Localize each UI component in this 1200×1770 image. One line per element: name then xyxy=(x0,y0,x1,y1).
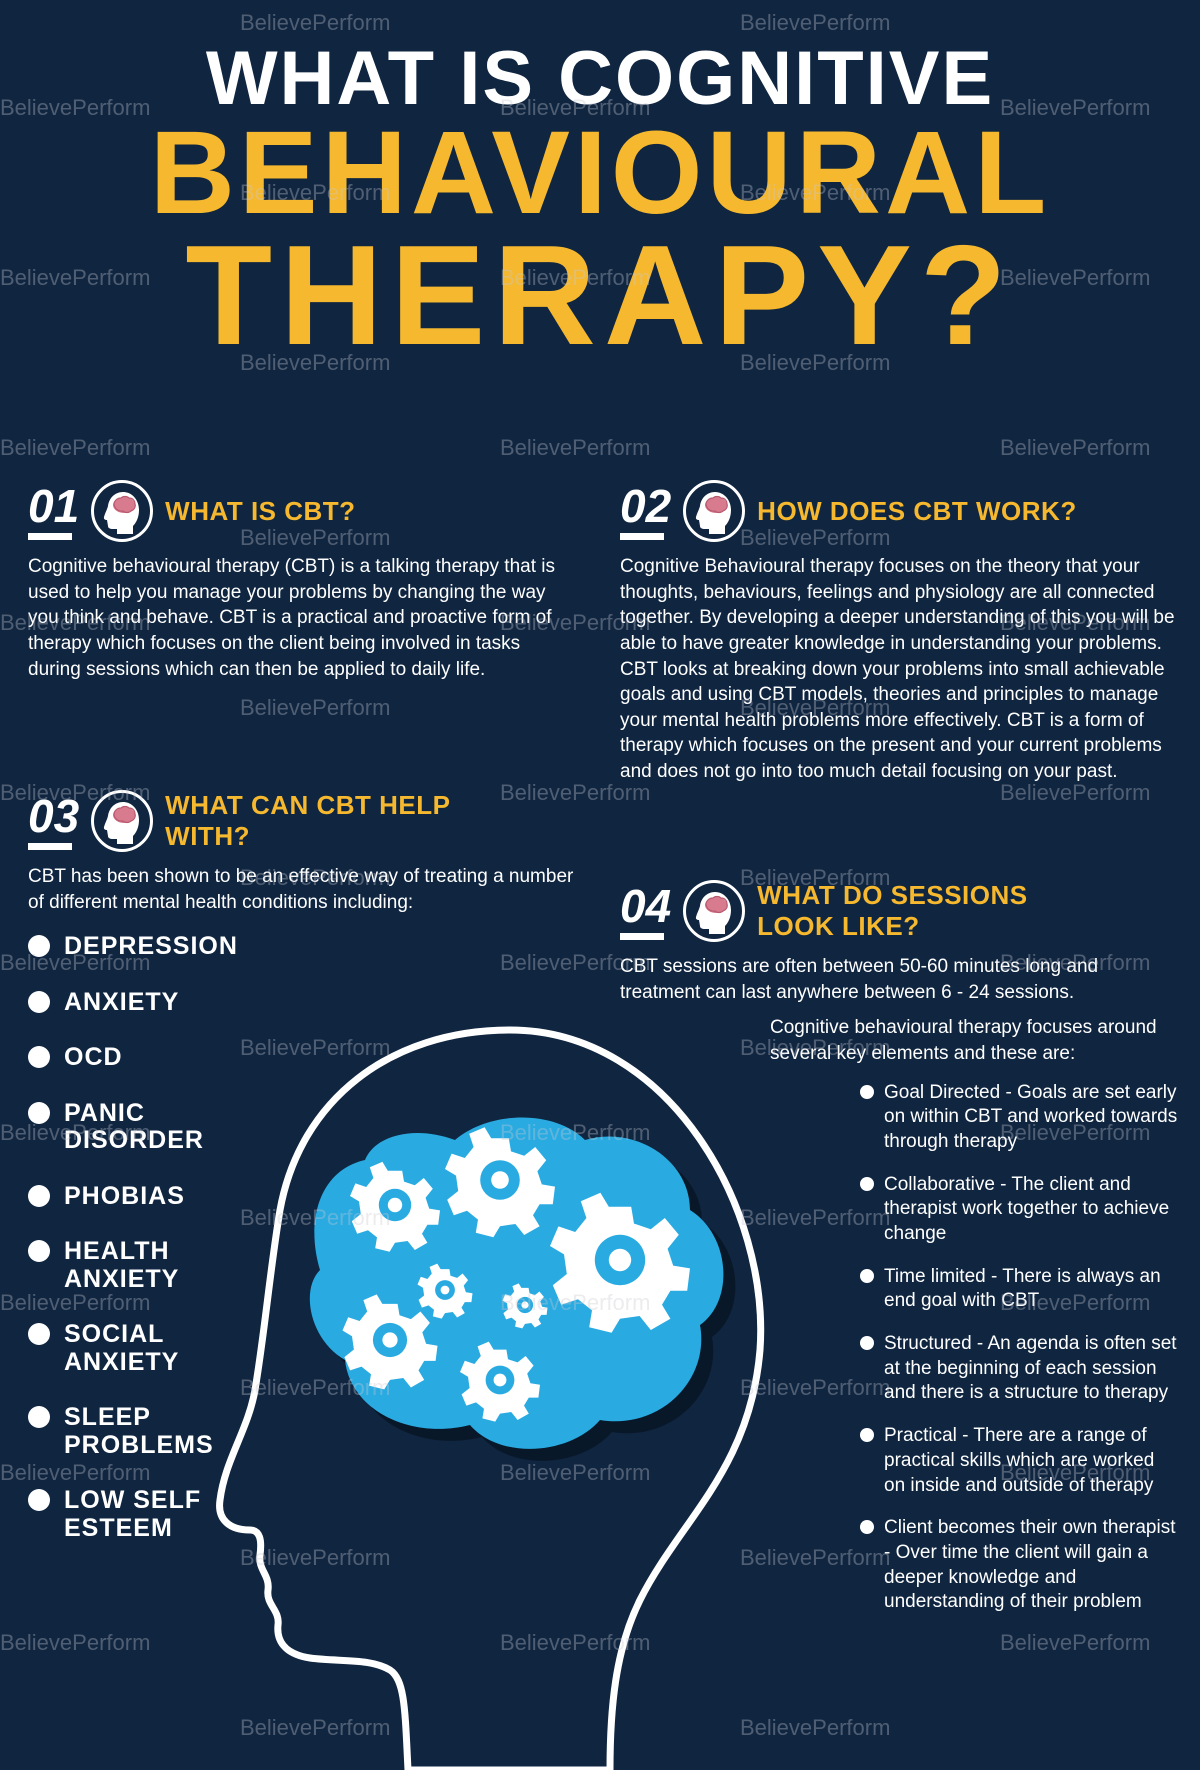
section-title: WHAT DO SESSIONS LOOK LIKE? xyxy=(757,880,1057,942)
bullet-icon xyxy=(28,1489,50,1511)
section-intro-1: CBT sessions are often between 50-60 min… xyxy=(620,954,1180,1005)
head-brain-icon xyxy=(683,880,745,942)
list-item: Collaborative - The client and therapist… xyxy=(860,1173,1180,1247)
section-02: 02 HOW DOES CBT WORK? Cognitive Behaviou… xyxy=(620,480,1180,785)
head-brain-icon xyxy=(91,480,153,542)
section-title: WHAT IS CBT? xyxy=(165,496,355,527)
head-brain-graphic xyxy=(190,1010,830,1770)
section-number: 02 xyxy=(620,483,671,540)
condition-label: PHOBIAS xyxy=(64,1183,185,1211)
list-item: Time limited - There is always an end go… xyxy=(860,1265,1180,1314)
bullet-icon xyxy=(860,1085,874,1099)
element-text: Goal Directed - Goals are set early on w… xyxy=(884,1081,1180,1155)
condition-label: OCD xyxy=(64,1044,123,1072)
condition-label: DEPRESSION xyxy=(64,933,238,961)
watermark: BelievePerform xyxy=(500,435,650,461)
bullet-icon xyxy=(28,1240,50,1262)
bullet-icon xyxy=(28,1046,50,1068)
bullet-icon xyxy=(28,991,50,1013)
head-brain-icon xyxy=(91,790,153,852)
bullet-icon xyxy=(860,1520,874,1534)
element-text: Collaborative - The client and therapist… xyxy=(884,1173,1180,1247)
section-body: Cognitive Behavioural therapy focuses on… xyxy=(620,554,1180,785)
list-item: Client becomes their own therapist - Ove… xyxy=(860,1516,1180,1615)
watermark: BelievePerform xyxy=(1000,435,1150,461)
bullet-icon xyxy=(860,1177,874,1191)
section-number: 03 xyxy=(28,793,79,850)
bullet-icon xyxy=(860,1428,874,1442)
title-line-3: THERAPY? xyxy=(0,229,1200,364)
list-item: Practical - There are a range of practic… xyxy=(860,1424,1180,1498)
condition-label: HEALTH ANXIETY xyxy=(64,1238,204,1293)
bullet-icon xyxy=(28,1406,50,1428)
bullet-icon xyxy=(28,1102,50,1124)
header: WHAT IS COGNITIVE BEHAVIOURAL THERAPY? xyxy=(0,0,1200,364)
list-item: Goal Directed - Goals are set early on w… xyxy=(860,1081,1180,1155)
bullet-icon xyxy=(28,1185,50,1207)
section-body: Cognitive behavioural therapy (CBT) is a… xyxy=(28,554,568,682)
watermark: BelievePerform xyxy=(0,435,150,461)
section-title: WHAT CAN CBT HELP WITH? xyxy=(165,790,525,852)
section-intro: CBT has been shown to be an effective wa… xyxy=(28,864,588,915)
watermark: BelievePerform xyxy=(0,1630,150,1656)
section-number: 04 xyxy=(620,883,671,940)
section-title: HOW DOES CBT WORK? xyxy=(757,496,1077,527)
watermark: BelievePerform xyxy=(240,695,390,721)
condition-label: ANXIETY xyxy=(64,989,179,1017)
list-item: DEPRESSION xyxy=(28,933,588,961)
condition-label: SOCIAL ANXIETY xyxy=(64,1321,204,1376)
section-01: 01 WHAT IS CBT? Cognitive behavioural th… xyxy=(28,480,568,682)
title-line-2: BEHAVIOURAL xyxy=(0,117,1200,229)
bullet-icon xyxy=(860,1269,874,1283)
element-text: Time limited - There is always an end go… xyxy=(884,1265,1180,1314)
element-text: Structured - An agenda is often set at t… xyxy=(884,1332,1180,1406)
watermark: BelievePerform xyxy=(1000,1630,1150,1656)
element-text: Practical - There are a range of practic… xyxy=(884,1424,1180,1498)
bullet-icon xyxy=(860,1336,874,1350)
element-text: Client becomes their own therapist - Ove… xyxy=(884,1516,1180,1615)
list-item: Structured - An agenda is often set at t… xyxy=(860,1332,1180,1406)
bullet-icon xyxy=(28,935,50,957)
bullet-icon xyxy=(28,1323,50,1345)
section-number: 01 xyxy=(28,483,79,540)
head-brain-icon xyxy=(683,480,745,542)
